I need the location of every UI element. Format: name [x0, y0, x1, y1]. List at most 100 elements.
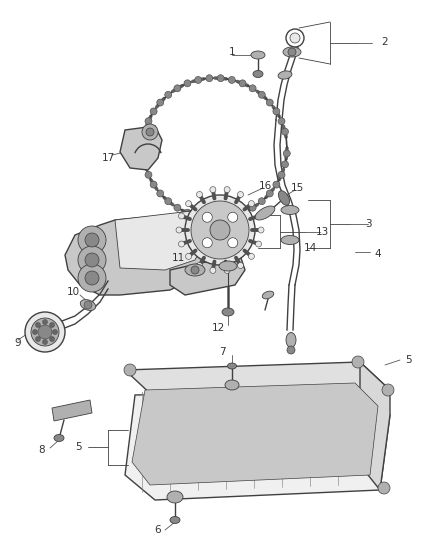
Circle shape: [197, 263, 202, 269]
Circle shape: [178, 241, 184, 247]
Circle shape: [78, 264, 106, 292]
Text: 1: 1: [229, 47, 235, 57]
Polygon shape: [132, 383, 378, 485]
Circle shape: [248, 253, 254, 260]
Circle shape: [184, 209, 191, 216]
Circle shape: [150, 108, 157, 115]
Circle shape: [206, 75, 213, 82]
Polygon shape: [125, 362, 390, 398]
Circle shape: [124, 364, 136, 376]
Text: 8: 8: [39, 445, 45, 455]
Circle shape: [378, 482, 390, 494]
Circle shape: [157, 190, 164, 197]
Ellipse shape: [251, 51, 265, 59]
Circle shape: [210, 220, 230, 240]
Circle shape: [142, 124, 158, 140]
Circle shape: [290, 33, 300, 43]
Circle shape: [202, 238, 212, 248]
Circle shape: [53, 329, 57, 335]
Polygon shape: [65, 210, 215, 295]
Circle shape: [224, 187, 230, 192]
Ellipse shape: [253, 70, 263, 77]
Circle shape: [282, 128, 289, 135]
Ellipse shape: [54, 434, 64, 441]
Circle shape: [150, 181, 157, 188]
Circle shape: [42, 340, 47, 344]
Circle shape: [228, 213, 235, 220]
Ellipse shape: [281, 236, 299, 245]
Circle shape: [140, 139, 147, 146]
Circle shape: [78, 246, 106, 274]
Circle shape: [266, 190, 273, 197]
Circle shape: [31, 318, 59, 346]
Circle shape: [145, 118, 152, 125]
Circle shape: [141, 128, 148, 135]
Circle shape: [35, 322, 40, 327]
Text: 17: 17: [101, 153, 115, 163]
Circle shape: [249, 204, 256, 211]
Circle shape: [174, 204, 181, 211]
Polygon shape: [52, 400, 92, 421]
Circle shape: [42, 319, 47, 325]
Circle shape: [258, 91, 265, 98]
Circle shape: [278, 118, 285, 125]
Circle shape: [141, 161, 148, 168]
Circle shape: [249, 85, 256, 92]
Circle shape: [255, 213, 261, 219]
Circle shape: [239, 209, 246, 216]
Text: 16: 16: [258, 181, 272, 191]
Circle shape: [282, 161, 289, 168]
Circle shape: [228, 76, 235, 84]
Circle shape: [157, 99, 164, 106]
Ellipse shape: [219, 261, 237, 271]
Circle shape: [286, 29, 304, 47]
Circle shape: [85, 271, 99, 285]
Circle shape: [258, 198, 265, 205]
Circle shape: [84, 301, 92, 309]
Text: 13: 13: [315, 227, 328, 237]
Text: 14: 14: [304, 243, 317, 253]
Ellipse shape: [222, 308, 234, 316]
Circle shape: [32, 329, 38, 335]
Circle shape: [217, 75, 224, 82]
Circle shape: [283, 150, 290, 157]
Circle shape: [287, 346, 295, 354]
Text: 9: 9: [15, 338, 21, 348]
Ellipse shape: [286, 333, 296, 348]
Ellipse shape: [262, 291, 274, 299]
Circle shape: [146, 128, 154, 136]
Text: 5: 5: [75, 442, 81, 452]
Text: 4: 4: [374, 249, 381, 259]
Ellipse shape: [279, 191, 290, 205]
Ellipse shape: [185, 264, 205, 276]
Circle shape: [237, 191, 244, 198]
Circle shape: [288, 48, 296, 56]
Text: 11: 11: [171, 253, 185, 263]
Circle shape: [176, 227, 182, 233]
Circle shape: [25, 312, 65, 352]
Circle shape: [382, 384, 394, 396]
Circle shape: [38, 325, 52, 339]
Circle shape: [228, 238, 238, 248]
Polygon shape: [120, 126, 162, 170]
Circle shape: [191, 201, 249, 259]
Circle shape: [210, 268, 216, 273]
Circle shape: [186, 253, 191, 260]
Polygon shape: [360, 362, 390, 490]
Ellipse shape: [227, 363, 237, 369]
Circle shape: [35, 336, 40, 342]
Circle shape: [140, 150, 147, 157]
Ellipse shape: [278, 71, 292, 79]
Text: 3: 3: [365, 219, 371, 229]
Ellipse shape: [281, 206, 299, 214]
Ellipse shape: [283, 47, 301, 57]
Circle shape: [248, 200, 254, 207]
Circle shape: [49, 336, 55, 342]
Circle shape: [195, 213, 201, 220]
Circle shape: [237, 263, 244, 269]
Circle shape: [239, 80, 246, 87]
Circle shape: [78, 226, 106, 254]
Text: 2: 2: [381, 37, 389, 47]
Ellipse shape: [80, 300, 96, 310]
Circle shape: [165, 91, 172, 98]
